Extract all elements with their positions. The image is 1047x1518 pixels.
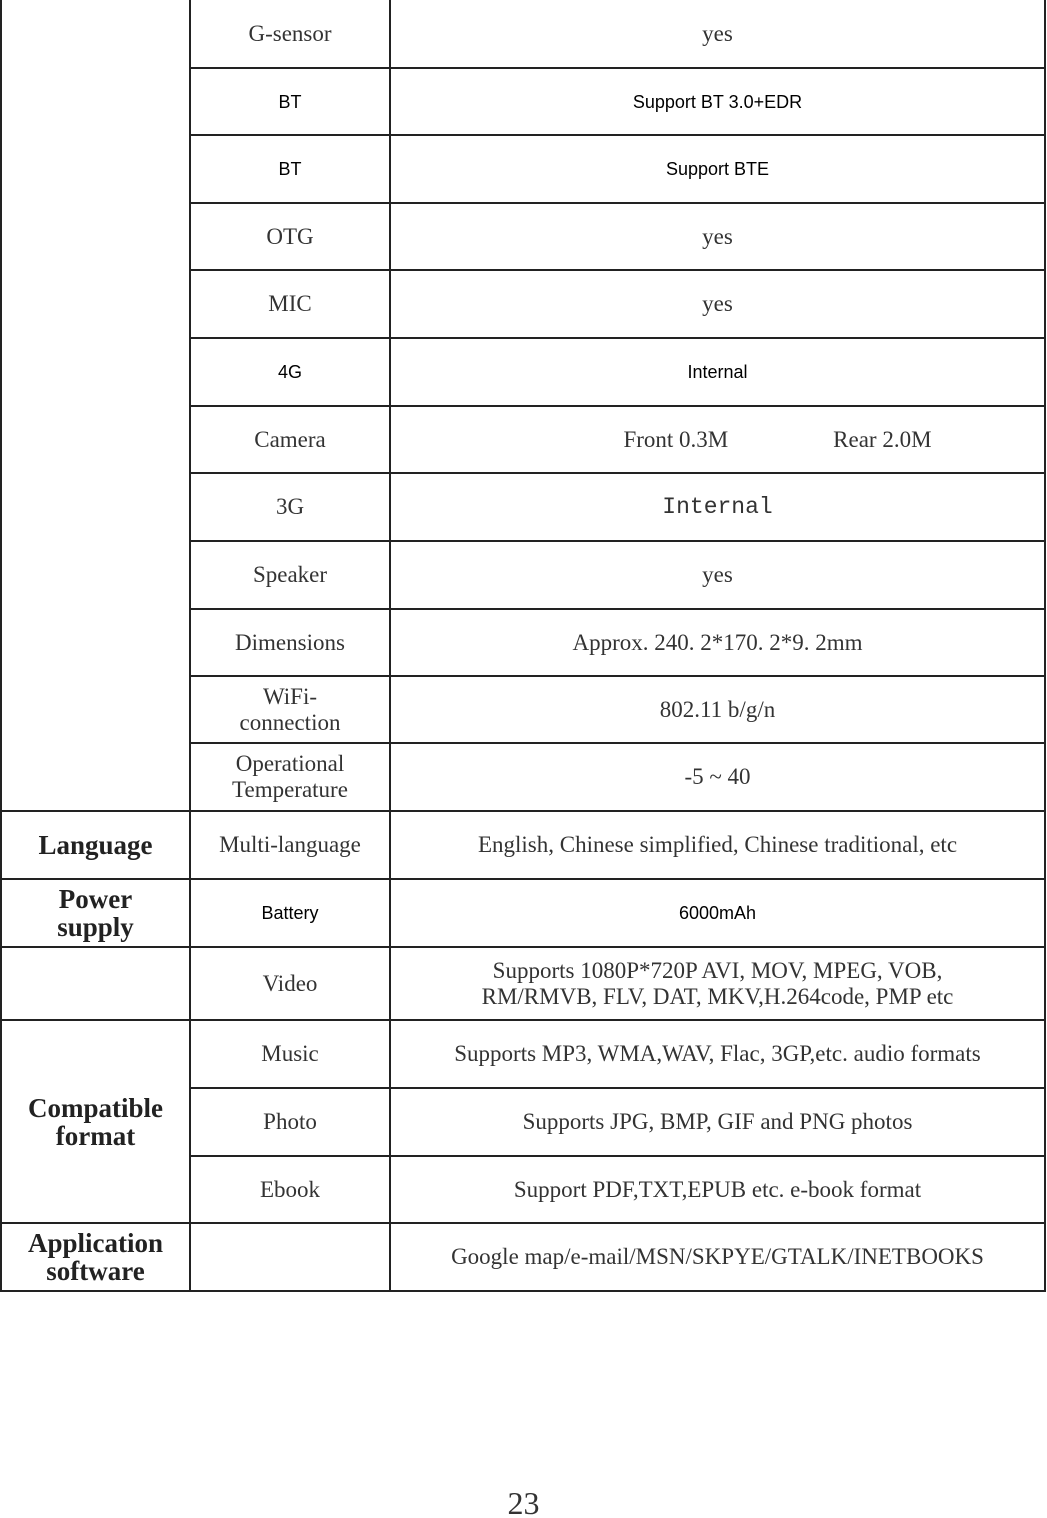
spec-value: Supports JPG, BMP, GIF and PNG photos [391,1089,1046,1157]
cell-text: Front 0.3M [623,426,729,452]
spec-value: Support BTE [391,136,1046,204]
spec-value: Front 0.3M Rear 2.0M [391,407,1046,474]
cell-text: Multi-language [219,832,361,857]
cell-text: Support BT 3.0+EDR [632,91,803,112]
spec-value: 802.11 b/g/n [391,677,1046,744]
spec-name: BT [191,136,391,204]
cell-text: 4G [277,362,302,382]
spec-value: yes [391,0,1046,69]
group-label: Language [0,812,191,880]
spec-value: Supports 1080P*720P AVI, MOV, MPEG, VOB,… [391,948,1046,1021]
cell-text: Ebook [259,1176,321,1202]
spec-name: Dimensions [191,610,391,677]
cell-text: yes [702,20,733,46]
cell-text: Language [38,830,153,860]
cell-text: Battery [261,903,319,923]
spec-value: Approx. 240. 2*170. 2*9. 2mm [391,610,1046,677]
spec-name: Camera [191,407,391,474]
cell-text: Application software [27,1228,164,1286]
spec-name: MIC [191,271,391,339]
cell-text: OTG [266,223,314,249]
cell-text: Supports MP3, WMA,WAV, Flac, 3GP,etc. au… [454,1041,981,1066]
spec-name: 3G [191,474,391,542]
spec-name: WiFi- connection [191,677,391,744]
spec-name: Photo [191,1089,391,1157]
spec-value: yes [391,271,1046,339]
spec-name: Music [191,1021,391,1089]
group-label: Compatible format [0,1021,191,1224]
group-label [0,0,191,812]
spec-name: 4G [191,339,391,407]
cell-text: Internal [687,362,748,382]
cell-text: BT [278,159,302,179]
cell-text: yes [702,223,733,249]
group-label: Application software [0,1224,191,1292]
spec-value: Supports MP3, WMA,WAV, Flac, 3GP,etc. au… [391,1021,1046,1089]
cell-text: Photo [263,1109,317,1134]
cell-text: Video [262,970,318,996]
spec-name [191,1224,391,1292]
cell-text: MIC [268,291,312,316]
spec-value: Support PDF,TXT,EPUB etc. e-book format [391,1157,1046,1224]
cell-text: yes [702,291,733,316]
cell-text: Power supply [57,884,134,942]
spec-value: English, Chinese simplified, Chinese tra… [391,812,1046,880]
spec-value: Internal [391,339,1046,407]
cell-text: 6000mAh [678,903,757,923]
cell-text: Music [261,1041,319,1066]
spec-value: yes [391,204,1046,271]
spec-value: 6000mAh [391,880,1046,948]
cell-text: English, Chinese simplified, Chinese tra… [477,832,958,857]
spec-name: Multi-language [191,812,391,880]
spec-name: Operational Temperature [191,744,391,812]
spec-value: -5 ~ 40 [391,744,1046,812]
spec-name: OTG [191,204,391,271]
cell-text: Rear 2.0M [833,426,932,452]
cell-text: Operational Temperature [232,751,348,802]
spec-value: Google map/e-mail/MSN/SKPYE/GTALK/INETBO… [391,1224,1046,1292]
cell-text: G-sensor [248,20,332,46]
cell-text: 3G [275,494,305,519]
cell-text: Dimensions [235,629,345,655]
spec-name: Ebook [191,1157,391,1224]
spec-name: Speaker [191,542,391,610]
spec-value: Support BT 3.0+EDR [391,69,1046,136]
cell-text: Compatible format [28,1092,163,1151]
spec-name: Battery [191,880,391,948]
spec-value: yes [391,542,1046,610]
spec-name: G-sensor [191,0,391,69]
page-number: 23 [507,1485,540,1518]
spec-name: BT [191,69,391,136]
cell-text: 802.11 b/g/n [659,696,776,722]
spec-name: Video [191,948,391,1021]
cell-text: Google map/e-mail/MSN/SKPYE/GTALK/INETBO… [451,1244,984,1269]
cell-text: BT [278,91,302,112]
cell-text: Support BTE [665,159,770,179]
spec-value: Internal [391,474,1046,542]
group-label: Power supply [0,880,191,948]
cell-text: Camera [254,426,326,452]
cell-text: Support PDF,TXT,EPUB etc. e-book format [513,1176,922,1202]
cell-text: WiFi- connection [239,683,341,735]
cell-text: Supports JPG, BMP, GIF and PNG photos [522,1109,913,1134]
cell-text: Speaker [252,562,328,587]
cell-text: -5 ~ 40 [684,764,751,789]
cell-text: Approx. 240. 2*170. 2*9. 2mm [572,629,863,655]
cell-text: yes [702,562,733,587]
group-label [0,948,191,1021]
cell-text: Supports 1080P*720P AVI, MOV, MPEG, VOB,… [481,957,954,1009]
cell-text: Internal [662,494,773,520]
